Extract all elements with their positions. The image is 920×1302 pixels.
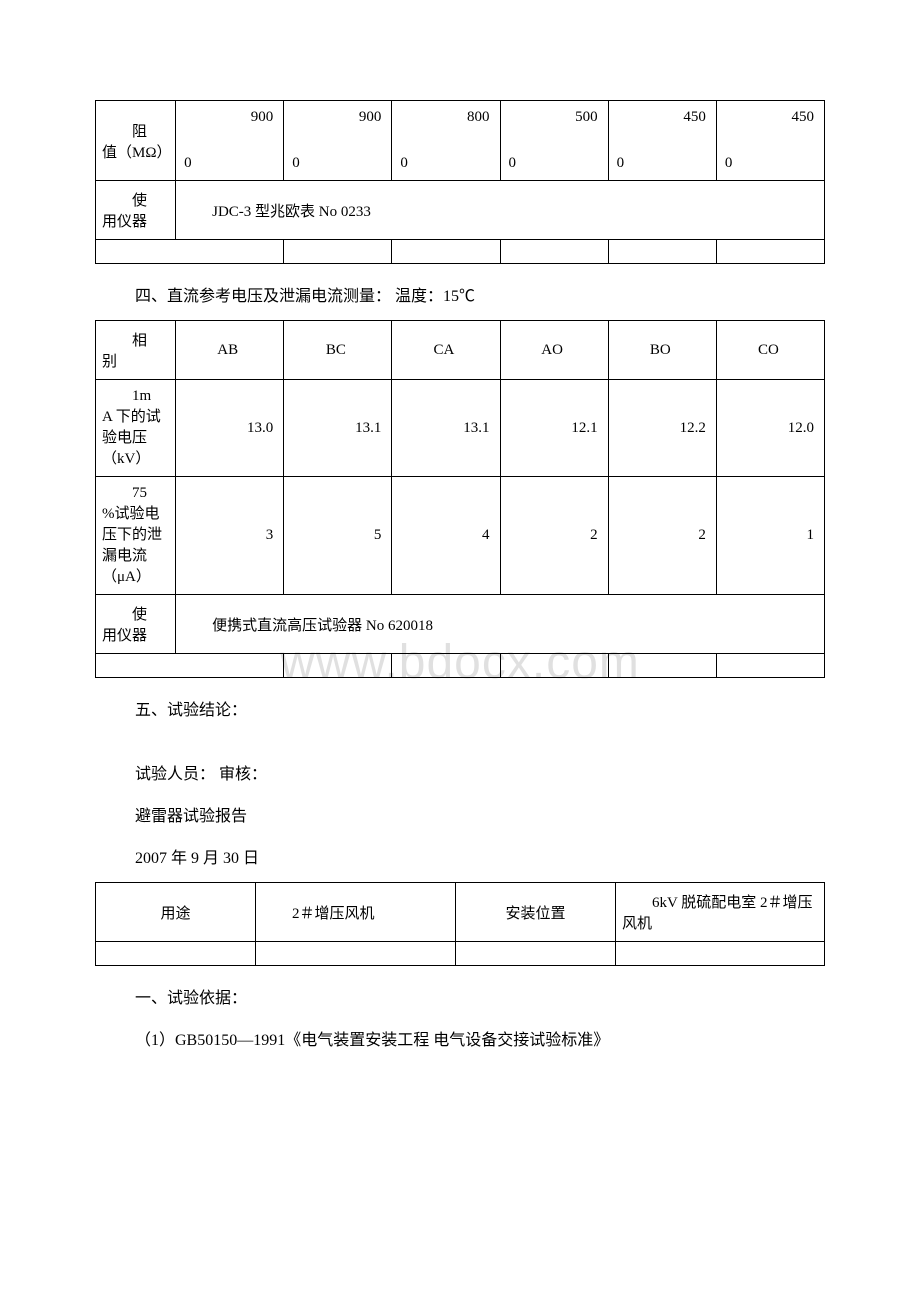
personnel-line: 试验人员： 审核：: [135, 760, 825, 784]
value-cell: 2: [608, 477, 716, 595]
table-row: 相 别 AB BC CA AO BO CO: [96, 321, 825, 380]
phase-header: AB: [176, 321, 284, 380]
phase-header: BO: [608, 321, 716, 380]
table-row: 1m A 下的试验电压（kV） 13.0 13.1 13.1 12.1 12.2…: [96, 380, 825, 477]
value-cell: 12.0: [716, 380, 824, 477]
test-voltage-label: 1m A 下的试验电压（kV）: [96, 380, 176, 477]
table-row: 使 用仪器 便携式直流高压试验器 No 620018: [96, 595, 825, 654]
table-row: 75 %试验电压下的泄漏电流（μA） 3 5 4 2 2 1: [96, 477, 825, 595]
value-cell: 450 0: [716, 101, 824, 181]
value-cell: 450 0: [608, 101, 716, 181]
section-4-heading: 四、直流参考电压及泄漏电流测量： 温度：15℃: [135, 282, 825, 306]
dc-test-table: 相 别 AB BC CA AO BO CO 1m A 下的试验电压（kV） 13…: [95, 320, 825, 678]
phase-label: 相 别: [96, 321, 176, 380]
table-row: [96, 942, 825, 966]
value-cell: 5: [284, 477, 392, 595]
value-cell: 500 0: [500, 101, 608, 181]
value-cell: 1: [716, 477, 824, 595]
value-cell: 13.0: [176, 380, 284, 477]
phase-header: BC: [284, 321, 392, 380]
value-cell: 13.1: [284, 380, 392, 477]
table-row: 阻 值（MΩ） 900 0 900 0 800 0 500 0 450 0 45…: [96, 101, 825, 181]
value-cell: 4: [392, 477, 500, 595]
value-cell: 900 0: [284, 101, 392, 181]
usage-table: 用途 2＃增压风机 安装位置 6kV 脱硫配电室 2＃增压风机: [95, 882, 825, 966]
value-cell: 13.1: [392, 380, 500, 477]
location-label: 安装位置: [456, 883, 616, 942]
leakage-current-label: 75 %试验电压下的泄漏电流（μA）: [96, 477, 176, 595]
table-row: [96, 240, 825, 264]
basis-1: （1）GB50150—1991《电气装置安装工程 电气设备交接试验标准》: [135, 1026, 825, 1050]
section-5-heading: 五、试验结论：: [135, 696, 825, 720]
location-value: 6kV 脱硫配电室 2＃增压风机: [616, 883, 825, 942]
instrument-value: 便携式直流高压试验器 No 620018: [176, 595, 825, 654]
usage-value: 2＃增压风机: [256, 883, 456, 942]
phase-header: CA: [392, 321, 500, 380]
report-title: 避雷器试验报告: [135, 802, 825, 826]
value-cell: 2: [500, 477, 608, 595]
value-cell: 800 0: [392, 101, 500, 181]
resistance-table: 阻 值（MΩ） 900 0 900 0 800 0 500 0 450 0 45…: [95, 100, 825, 264]
phase-header: CO: [716, 321, 824, 380]
value-cell: 900 0: [176, 101, 284, 181]
value-cell: 12.2: [608, 380, 716, 477]
report-date: 2007 年 9 月 30 日: [135, 844, 825, 868]
instrument-label: 使 用仪器: [96, 181, 176, 240]
table-row: 用途 2＃增压风机 安装位置 6kV 脱硫配电室 2＃增压风机: [96, 883, 825, 942]
phase-header: AO: [500, 321, 608, 380]
table-row: [96, 654, 825, 678]
usage-label: 用途: [96, 883, 256, 942]
value-cell: 3: [176, 477, 284, 595]
instrument-value: JDC-3 型兆欧表 No 0233: [176, 181, 825, 240]
table-row: 使 用仪器 JDC-3 型兆欧表 No 0233: [96, 181, 825, 240]
instrument-label: 使 用仪器: [96, 595, 176, 654]
section-1-heading: 一、试验依据：: [135, 984, 825, 1008]
resistance-label: 阻 值（MΩ）: [96, 101, 176, 181]
value-cell: 12.1: [500, 380, 608, 477]
